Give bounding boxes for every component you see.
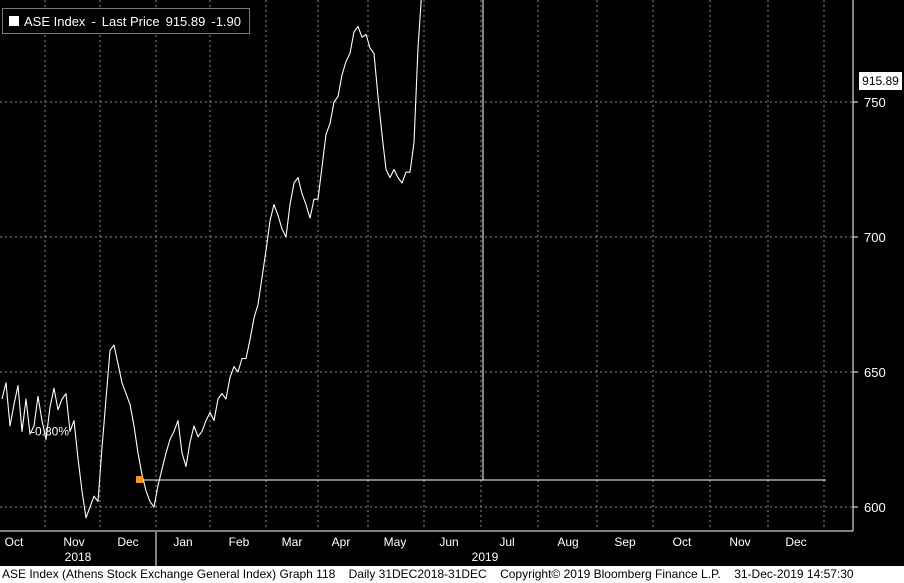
- reference-lines: [140, 0, 826, 481]
- start-marker: [136, 476, 143, 483]
- marker-layer: [136, 476, 143, 483]
- footer-description: ASE Index (Athens Stock Exchange General…: [2, 567, 336, 581]
- x-year-label: 2018: [65, 550, 92, 564]
- legend-change: -1.90: [211, 13, 241, 29]
- y-tick-label: 750: [864, 95, 886, 110]
- x-tick-label: Nov: [729, 535, 750, 549]
- x-tick-label: Jul: [499, 535, 514, 549]
- y-tick-label: 700: [864, 230, 886, 245]
- chart-legend: ASE Index - Last Price 915.89 -1.90: [2, 8, 250, 34]
- y-tick-label: 600: [864, 500, 886, 515]
- x-tick-label: Mar: [282, 535, 303, 549]
- x-tick-label: Oct: [673, 535, 692, 549]
- legend-last-price-label: Last Price: [101, 13, 160, 29]
- chart-footer: ASE Index (Athens Stock Exchange General…: [0, 566, 904, 583]
- series-layer: [1, 0, 422, 519]
- grid-layer: [0, 0, 853, 530]
- last-price-tag: 915.89: [859, 72, 902, 90]
- legend-last-price: 915.89: [165, 13, 206, 29]
- x-tick-label: May: [384, 535, 407, 549]
- x-tick-label: Feb: [229, 535, 250, 549]
- chart: 600650700750800850900950OctNovDecJanFebM…: [0, 0, 886, 566]
- annotation-layer: 600650700750800850900950OctNovDecJanFebM…: [5, 95, 886, 564]
- legend-swatch: [9, 16, 19, 26]
- x-tick-label: Apr: [332, 535, 351, 549]
- footer-timestamp: 31-Dec-2019 14:57:30: [734, 567, 854, 581]
- x-tick-label: Jun: [439, 535, 458, 549]
- footer-period: Daily 31DEC2018-31DEC: [348, 567, 487, 581]
- footer-copyright: Copyright© 2019 Bloomberg Finance L.P.: [500, 567, 721, 581]
- price-line: [1, 0, 422, 519]
- y-tick-label: 650: [864, 365, 886, 380]
- legend-series-name: ASE Index: [24, 13, 86, 29]
- x-tick-label: Oct: [5, 535, 24, 549]
- x-tick-label: Nov: [63, 535, 84, 549]
- x-tick-label: Sep: [614, 535, 636, 549]
- x-tick-label: Aug: [557, 535, 578, 549]
- x-tick-label: Dec: [785, 535, 806, 549]
- x-tick-label: Jan: [173, 535, 192, 549]
- x-year-label: 2019: [472, 550, 499, 564]
- x-tick-label: Dec: [117, 535, 138, 549]
- left-annotation: -0.80%: [31, 424, 69, 438]
- legend-separator: -: [91, 13, 96, 29]
- axis-layer: [0, 0, 858, 566]
